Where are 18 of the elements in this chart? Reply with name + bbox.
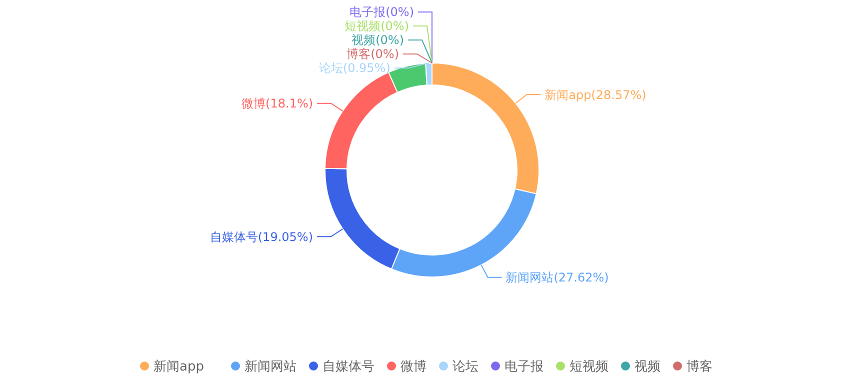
legend-label: 微博 xyxy=(400,360,426,375)
category-label: 视频(0%) xyxy=(352,33,404,48)
legend-label: 视频 xyxy=(634,360,660,375)
legend-label: 博客 xyxy=(686,358,712,375)
category-label: 论坛(0.95%) xyxy=(318,61,390,76)
category-label: 博客(0%) xyxy=(346,47,399,62)
category-label: 新闻app(28.57%) xyxy=(544,88,646,102)
legend-label: 自媒体号 xyxy=(322,360,374,375)
legend-label: 电子报 xyxy=(504,360,544,375)
legend-label: 短视频 xyxy=(570,360,608,375)
category-label: 微博(18.1%) xyxy=(242,96,314,111)
legend-label: 新闻网站 xyxy=(244,360,296,375)
category-label: 电子报(0%) xyxy=(350,5,414,20)
category-label: 自媒体号(19.05%) xyxy=(210,230,314,244)
legend-label: 论坛 xyxy=(452,360,478,375)
legend-label: 新闻app xyxy=(154,360,204,375)
category-label: 短视频(0%) xyxy=(344,19,409,34)
category-label: 新闻网站(27.62%) xyxy=(506,270,609,285)
